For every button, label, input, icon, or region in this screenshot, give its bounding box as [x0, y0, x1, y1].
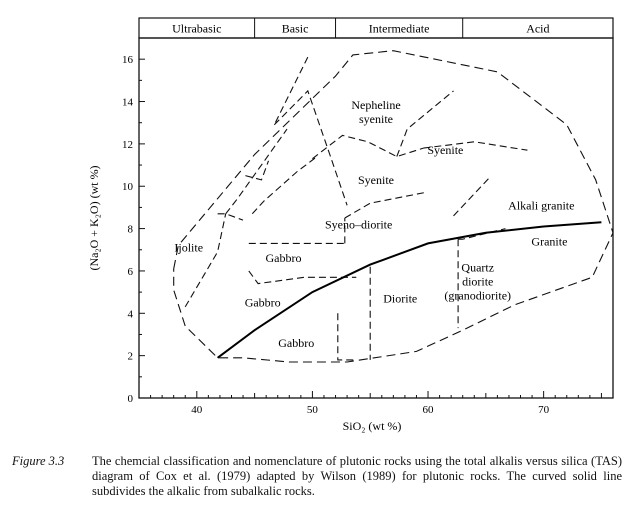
- x-tick-label: 50: [307, 404, 319, 416]
- field-label: Quartz diorite (granodiorite): [444, 261, 511, 303]
- caption-text: The chemcial classification and nomencla…: [92, 454, 622, 498]
- y-tick-label: 4: [128, 308, 134, 320]
- field-boundary-line: [396, 90, 454, 157]
- field-boundary-line: [273, 89, 348, 206]
- field-label: Syenite: [427, 143, 463, 157]
- field-boundary-line: [423, 141, 528, 151]
- header-band-label: Acid: [526, 22, 549, 36]
- header-band-label: Intermediate: [369, 22, 430, 36]
- x-tick-label: 60: [423, 404, 435, 416]
- header-band-label: Basic: [282, 22, 309, 36]
- field-labels: Nepheline syenite Syenite Syenite Alkali gra…: [174, 98, 574, 350]
- y-axis-label: (Na₂O + K₂O) (wt %): [87, 165, 101, 270]
- y-tick-label: 6: [128, 266, 134, 278]
- field-boundary-line: [184, 213, 227, 308]
- header-band-label: Ultrabasic: [172, 22, 221, 36]
- header-bands: Ultrabasic Basic Intermediate Acid: [138, 17, 614, 39]
- y-tick-label: 0: [128, 393, 134, 405]
- field-boundary-line: [344, 192, 425, 219]
- tas-diagram: Ultrabasic Basic Intermediate Acid 40 50 60 70…: [87, 17, 614, 433]
- field-boundary-line: [251, 156, 318, 215]
- field-label: Granite: [531, 234, 567, 248]
- field-label: Diorite: [383, 291, 417, 305]
- x-axis-ticks: 40 50 60 70: [150, 391, 602, 416]
- field-label: Syenite: [358, 173, 394, 187]
- field-boundaries: [184, 56, 528, 361]
- alkalic-subalkalic-curve: [217, 221, 602, 359]
- y-axis-ticks: 0 2 4 6 8 10 12 14 16: [122, 54, 145, 405]
- y-tick-label: 10: [122, 181, 134, 193]
- field-boundary-line: [225, 128, 288, 215]
- field-boundary-line: [273, 56, 309, 126]
- y-tick-label: 16: [122, 54, 134, 66]
- field-boundary-outline: [173, 50, 614, 363]
- field-boundary-line: [217, 213, 244, 221]
- field-boundary-line: [337, 313, 356, 361]
- field-label: Nepheline syenite: [351, 98, 400, 126]
- field-label: Alkali granite: [508, 198, 574, 212]
- field-boundary-line: [248, 270, 357, 285]
- field-boundary-line: [245, 160, 270, 181]
- field-boundary-line: [312, 134, 424, 160]
- field-label: Gabbro: [266, 251, 302, 265]
- field-label: Ijolite: [174, 241, 203, 255]
- y-tick-label: 8: [128, 224, 134, 236]
- field-label: Gabbro: [245, 296, 281, 310]
- x-axis-label: SiO₂ (wt %): [343, 419, 402, 433]
- field-boundary-line: [453, 177, 490, 217]
- header-band-frame: [138, 17, 614, 39]
- field-label: Syeno–diorite: [325, 217, 392, 231]
- y-tick-label: 2: [128, 351, 134, 363]
- figure-number: Figure 3.3: [12, 454, 65, 468]
- y-tick-label: 12: [122, 139, 133, 151]
- x-tick-label: 40: [191, 404, 203, 416]
- field-label: Gabbro: [278, 336, 314, 350]
- x-tick-label: 70: [538, 404, 550, 416]
- y-tick-label: 14: [122, 97, 134, 109]
